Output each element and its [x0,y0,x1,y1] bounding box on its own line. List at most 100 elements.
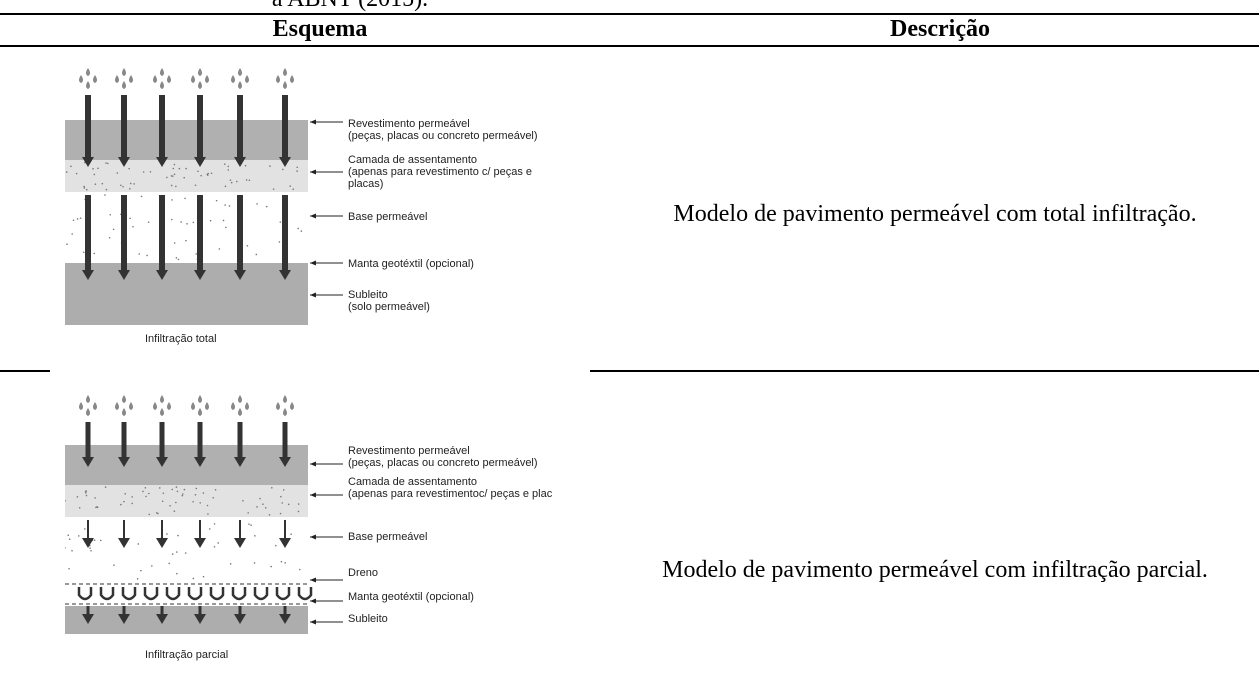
dot [215,199,218,202]
dot [279,512,282,515]
arrow-head [194,157,206,167]
dot [227,165,230,168]
dot [145,495,147,498]
dot [105,188,108,191]
dot [65,499,66,502]
dot [170,184,173,187]
dot [278,241,281,243]
diagram-caption: Infiltração total [145,333,217,345]
dot [296,166,299,169]
dot [156,512,158,514]
dot [274,544,277,547]
pointer-head [310,577,316,583]
dot [99,539,102,542]
dot [185,239,187,242]
dot [67,534,70,537]
arrow-head [234,157,246,167]
diagram-label: Manta geotéxtil (opcional) [348,591,474,603]
drain [209,587,225,601]
dot [262,503,264,505]
rule [0,13,1259,15]
drop [167,402,171,410]
dot [93,252,96,255]
dot [255,253,258,256]
diagram-label: Revestimento permeável [348,445,470,457]
drop [283,68,287,76]
arrow-head [118,538,130,548]
dot [92,168,94,170]
dot [300,230,303,232]
dot [186,223,188,225]
drain [253,587,269,601]
diagram: Revestimento permeável(peças, placas ou … [65,395,553,661]
dot [270,565,272,568]
arrow-head [194,538,206,548]
dot [107,162,109,165]
drop [238,81,242,89]
dot [228,205,231,207]
dot [173,242,176,244]
dot [129,187,131,190]
dot [281,502,284,504]
dot [298,568,301,571]
dot [83,185,85,188]
drop [160,408,164,416]
dot [96,506,98,508]
drop [167,75,171,83]
caption: a ABNT (2015). [200,0,500,13]
arrow-head [82,538,94,548]
arrow-head [82,157,94,167]
dot [94,497,96,499]
dot [183,488,186,491]
dot [131,496,133,498]
drop [276,75,280,83]
dot [149,171,152,173]
dot [248,523,250,525]
diagram-label: (solo permeável) [348,301,430,313]
dot [289,185,292,187]
dot [129,182,132,185]
dot [208,528,211,530]
dot [151,565,153,567]
dot [217,542,220,544]
dot [224,204,226,206]
dot [168,562,171,565]
dot [250,524,252,526]
dot [185,167,187,170]
dot [236,180,238,183]
dot [214,488,217,491]
dot [202,575,205,578]
dot [184,552,187,554]
layer [65,606,308,634]
dot [229,563,232,565]
dot [72,219,75,222]
dot [194,184,197,187]
dot [172,167,175,170]
dot [256,506,258,508]
drop [238,68,242,76]
drop [86,81,90,89]
dot [284,562,286,564]
dot [66,243,68,245]
layer [65,445,308,485]
dot [200,174,202,177]
arrow-head [279,270,291,280]
arrow-head [82,457,94,467]
dot [71,233,73,235]
dot [206,174,209,176]
pointer-head [310,169,316,175]
dot [113,564,115,566]
drop [86,408,90,416]
dot [138,253,141,255]
drain [187,587,203,601]
dot [245,179,248,181]
dot [124,493,127,495]
dot [175,486,178,488]
dot [89,547,91,549]
dot [85,492,87,494]
arrow-head [234,538,246,548]
dot [195,253,197,255]
rule [0,45,1259,47]
dot [75,172,78,175]
dot [171,553,174,555]
